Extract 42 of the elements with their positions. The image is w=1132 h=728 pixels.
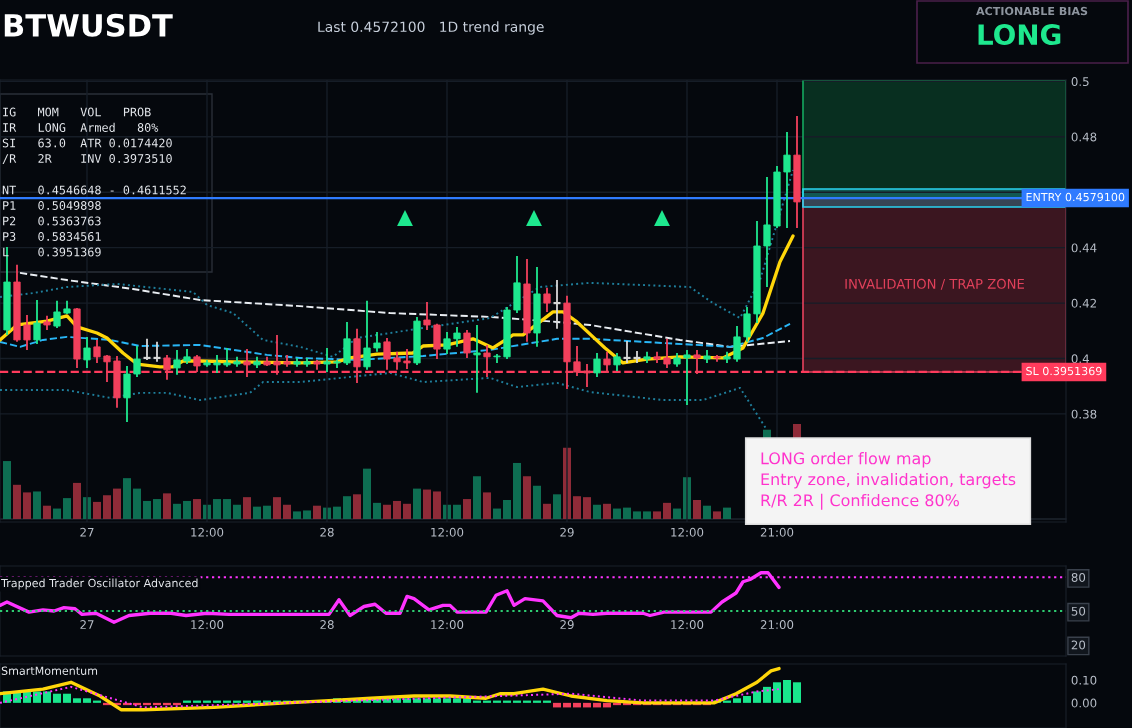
y-tick-label: 0.42 (1071, 298, 1096, 308)
ref-line-label: ENTRY 0.4579100 (1026, 192, 1125, 202)
ref-line-label: SL 0.3951369 (1026, 366, 1102, 376)
annotation: NT 0.4546648 - 0.4611552 (2, 185, 186, 195)
chart-title: BTWUSDT (4, 13, 173, 37)
x-tick-label: 27 (80, 620, 94, 629)
y-tick-label: 0.44 (1071, 243, 1097, 253)
y-tick-label: 0.10 (1071, 675, 1097, 685)
x-tick-label: 21:00 (760, 620, 794, 630)
x-tick-label: 27 (80, 527, 94, 537)
annotation: P1 0.5049898 (3, 201, 101, 210)
x-tick-label: 12:00 (431, 620, 464, 630)
text: Trapped Trader Oscillator Advanced (1, 578, 198, 590)
y-tick-label: 0.48 (1071, 132, 1097, 142)
annotation: IR LONG Armed 80% (3, 122, 159, 132)
y-tick-label: 0.5 (1071, 77, 1089, 87)
annotation: SI 63.0 ATR 0.0174420 (2, 138, 172, 148)
text: ACTIONABLE BIAS (976, 6, 1088, 16)
x-tick-label: 12:00 (191, 620, 224, 630)
x-tick-label: 12:00 (671, 527, 704, 537)
y-tick-label: 0.4 (1071, 354, 1089, 364)
x-tick-label: 29 (560, 620, 574, 630)
annotation: /R 2R INV 0.3973510 (2, 154, 172, 164)
annotation: IG MOM VOL PROB (3, 107, 151, 117)
annotation: P2 0.5363763 (3, 216, 101, 226)
y-tick-label: 0.38 (1071, 409, 1097, 419)
chart-subtitle: Last 0.4572100 1D trend range (318, 21, 544, 35)
x-tick-label: 12:00 (431, 527, 464, 537)
x-tick-label: 29 (560, 527, 574, 537)
chart-title: SmartMomentum (1, 666, 98, 675)
y-tick-label: 20 (1071, 640, 1086, 650)
y-tick-label: 50 (1071, 606, 1086, 616)
x-tick-label: 12:00 (191, 527, 224, 537)
y-tick-label: 0.00 (1071, 698, 1097, 708)
annotation: P3 0.5834561 (3, 232, 101, 241)
x-tick-label: 28 (320, 620, 334, 630)
y-tick-label: 80 (1071, 572, 1086, 582)
band-label: INVALIDATION / TRAP ZONE (845, 278, 1024, 290)
x-tick-label: 12:00 (671, 620, 704, 630)
x-tick-label: 28 (320, 527, 334, 537)
x-tick-label: 21:00 (760, 527, 794, 537)
text: LONG (978, 24, 1061, 46)
